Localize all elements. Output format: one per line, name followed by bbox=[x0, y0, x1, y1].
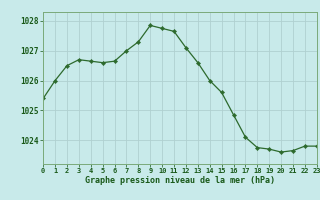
X-axis label: Graphe pression niveau de la mer (hPa): Graphe pression niveau de la mer (hPa) bbox=[85, 176, 275, 185]
